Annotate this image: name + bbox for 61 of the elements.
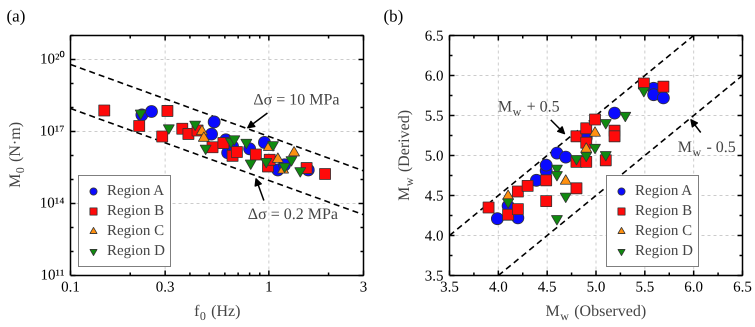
legend-label: Region C — [635, 222, 692, 240]
point — [540, 158, 553, 172]
y-tick-label: 4.0 — [424, 228, 444, 244]
point — [512, 186, 524, 198]
y-tick-label: 5.5 — [424, 108, 444, 124]
y-tick-label: 5.0 — [424, 148, 444, 164]
legend-label: Region B — [635, 202, 692, 220]
point — [608, 130, 620, 142]
x-tick-label: 4.0 — [488, 280, 508, 296]
point — [559, 150, 572, 164]
point — [608, 106, 621, 120]
y-tick-label: 6.5 — [424, 28, 444, 44]
annotation: Δσ = 10 MPa — [253, 91, 340, 108]
annotation: Δσ = 0.2 MPa — [248, 206, 338, 224]
x-tick-label: 0.1 — [61, 280, 80, 296]
chart-title: (a) — [6, 6, 26, 26]
legend-label: Region A — [635, 182, 692, 200]
point — [551, 171, 563, 182]
x-tick-label: 6.5 — [733, 280, 752, 296]
y-tick-label: 10¹⁷ — [40, 124, 65, 140]
point — [656, 92, 670, 104]
legend-label: Region B — [107, 202, 164, 220]
point — [570, 155, 582, 166]
x-tick-label: 3.5 — [440, 280, 459, 296]
point — [600, 151, 612, 162]
point — [482, 202, 494, 214]
point — [580, 152, 592, 162]
point — [551, 215, 563, 226]
y-tick-label: 10¹⁴ — [40, 196, 65, 212]
x-tick-label: 4.5 — [538, 280, 557, 296]
legend-label: Region D — [635, 242, 693, 260]
y-axis-title: M0 (N·m) — [7, 122, 27, 188]
x-tick-label: 0.3 — [156, 280, 175, 296]
point — [570, 182, 582, 194]
x-tick-label: 1 — [265, 280, 273, 296]
point — [540, 174, 552, 186]
y-axis-title: Mw (Derived) — [396, 110, 416, 201]
point — [638, 87, 650, 98]
x-tick-label: 5.0 — [586, 280, 606, 296]
x-tick-label: 5.5 — [635, 280, 654, 296]
x-tick-label: 6.0 — [684, 280, 704, 296]
point — [657, 80, 670, 93]
y-tick-label: 6.0 — [424, 68, 444, 84]
point — [600, 119, 612, 130]
legend-label: Region A — [107, 182, 164, 200]
point — [490, 212, 504, 226]
chart-title: (b) — [384, 6, 404, 26]
point — [502, 208, 514, 221]
point — [589, 144, 601, 154]
legend-label: Region C — [107, 222, 164, 240]
point — [540, 195, 552, 207]
point — [522, 180, 534, 192]
y-tick-label: 4.5 — [424, 188, 444, 204]
point — [589, 114, 601, 126]
point — [560, 192, 572, 204]
y-tick-label: 10²⁰ — [40, 50, 65, 68]
point — [512, 203, 524, 215]
point — [502, 198, 514, 209]
point — [619, 112, 632, 122]
legend-label: Region D — [107, 242, 165, 260]
x-tick-label: 3 — [360, 280, 368, 296]
